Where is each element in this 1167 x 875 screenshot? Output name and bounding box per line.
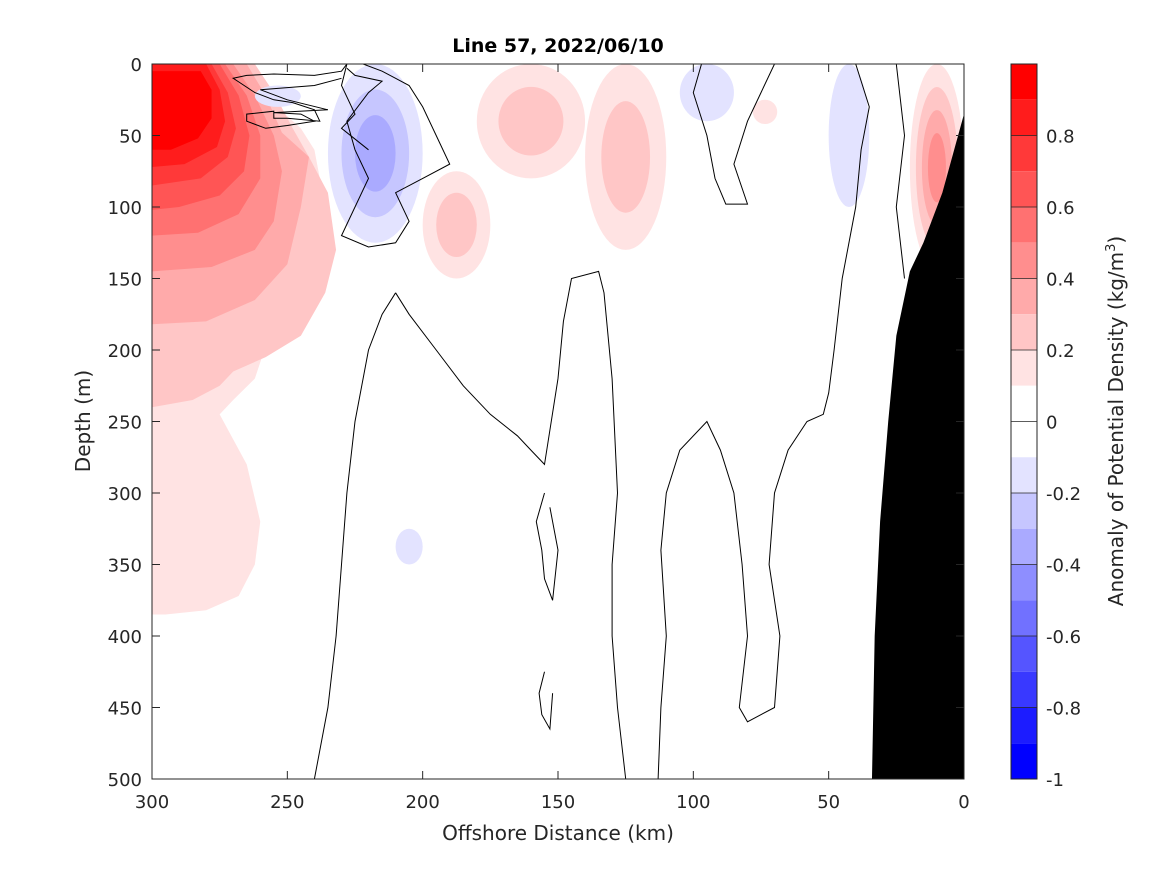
- anomaly-patch-dense-patch-185: [436, 192, 477, 258]
- colorbar-tick-label: -0.8: [1046, 699, 1081, 720]
- colorbar-tick-label: -0.2: [1046, 484, 1081, 505]
- colorbar-swatch: [1011, 600, 1037, 636]
- x-tick-label: 0: [958, 792, 969, 813]
- zero-contour-layer: [231, 64, 906, 779]
- x-tick-label: 300: [135, 792, 169, 813]
- colorbar-label-main: Anomaly of Potential Density (kg/m: [1104, 252, 1128, 606]
- zero-contour-line: [692, 64, 775, 205]
- colorbar-tick-label: 0.6: [1046, 198, 1075, 219]
- anomaly-patch-dense-patch-160: [498, 86, 564, 156]
- y-tick-label: 50: [119, 127, 142, 148]
- zero-contour-line: [535, 492, 559, 601]
- y-tick-label: 500: [108, 770, 142, 791]
- y-tick-label: 0: [131, 55, 142, 76]
- colorbar-swatch: [1011, 457, 1037, 493]
- colorbar: 0.8 0.6 0.4 0.2 0 -0.2 -0.4 -0.6 -0.8 -1: [1010, 63, 1081, 791]
- zero-contour-line: [657, 64, 870, 779]
- y-tick-label: 450: [108, 699, 142, 720]
- y-axis: 0 50 100 150 200 250 300 350 400 450 500: [108, 55, 964, 791]
- colorbar-tick-label: -0.6: [1046, 627, 1081, 648]
- colorbar-swatch: [1011, 242, 1037, 279]
- y-tick-label: 200: [108, 341, 142, 362]
- colorbar-tick-label: 0.4: [1046, 270, 1075, 291]
- colorbar-label: Anomaly of Potential Density (kg/m3): [1104, 236, 1128, 606]
- colorbar-label-superscript: 3: [1104, 244, 1119, 252]
- colorbar-tick-label: -0.4: [1046, 556, 1081, 577]
- colorbar-swatch: [1011, 314, 1037, 350]
- offshore-dense-core-level: [152, 71, 212, 150]
- colorbar-swatch: [1011, 493, 1037, 529]
- bathymetry-mask: [871, 114, 964, 780]
- colorbar-swatch: [1011, 743, 1037, 779]
- colorbar-swatch: [1011, 385, 1037, 422]
- anomaly-patch-light-patch-40: [828, 64, 870, 207]
- colorbar-swatch: [1011, 171, 1037, 207]
- x-axis: 300 250 200 150 100 50 0: [135, 64, 970, 813]
- colorbar-tick-label: 0: [1046, 413, 1057, 434]
- y-tick-label: 300: [108, 484, 142, 505]
- colorbar-swatch: [1011, 636, 1037, 672]
- zero-contour-line: [340, 64, 369, 151]
- x-tick-label: 200: [405, 792, 439, 813]
- zero-contour-line: [395, 270, 627, 779]
- y-tick-label: 150: [108, 270, 142, 291]
- zero-contour-line: [231, 64, 348, 129]
- zero-contour-line: [895, 64, 906, 279]
- colorbar-swatch: [1011, 528, 1037, 565]
- colorbar-swatch: [1011, 278, 1037, 315]
- x-tick-label: 250: [270, 792, 304, 813]
- zero-contour-line: [313, 292, 397, 779]
- anomaly-patch-deep-light-patch-206: [395, 528, 423, 565]
- y-tick-label: 350: [108, 556, 142, 577]
- colorbar-tick-label: 0.2: [1046, 341, 1075, 362]
- colorbar-swatch: [1011, 707, 1037, 744]
- colorbar-swatch: [1011, 207, 1037, 243]
- colorbar-swatch: [1011, 564, 1037, 601]
- anomaly-patch-dense-patch-73: [752, 99, 778, 125]
- colorbar-tick-label: 0.8: [1046, 127, 1075, 148]
- y-tick-label: 100: [108, 198, 142, 219]
- anomaly-patch-near-surface-light-228-205: [355, 115, 396, 192]
- anomaly-patch-nearshore-dense: [927, 133, 946, 203]
- x-tick-label: 100: [676, 792, 710, 813]
- chart-title: Line 57, 2022/06/10: [452, 35, 664, 57]
- x-axis-label: Offshore Distance (km): [442, 821, 674, 845]
- y-tick-label: 400: [108, 627, 142, 648]
- colorbar-swatch: [1011, 99, 1037, 136]
- colorbar-swatch: [1011, 350, 1037, 386]
- x-tick-label: 50: [817, 792, 840, 813]
- colorbar-swatch: [1011, 671, 1037, 708]
- colorbar-swatch: [1011, 135, 1037, 172]
- colorbar-tick-label: -1: [1046, 770, 1064, 791]
- y-tick-label: 250: [108, 413, 142, 434]
- anomaly-patch-light-patch-95: [679, 64, 734, 122]
- anomaly-patch-dense-patch-120: [601, 101, 651, 213]
- y-axis-label: Depth (m): [71, 370, 95, 472]
- colorbar-label-close: ): [1104, 236, 1128, 244]
- zero-contour-line: [340, 64, 451, 248]
- zero-contour-line: [538, 671, 554, 731]
- x-tick-label: 150: [541, 792, 575, 813]
- colorbar-swatch: [1011, 64, 1037, 100]
- colorbar-swatch: [1011, 421, 1037, 458]
